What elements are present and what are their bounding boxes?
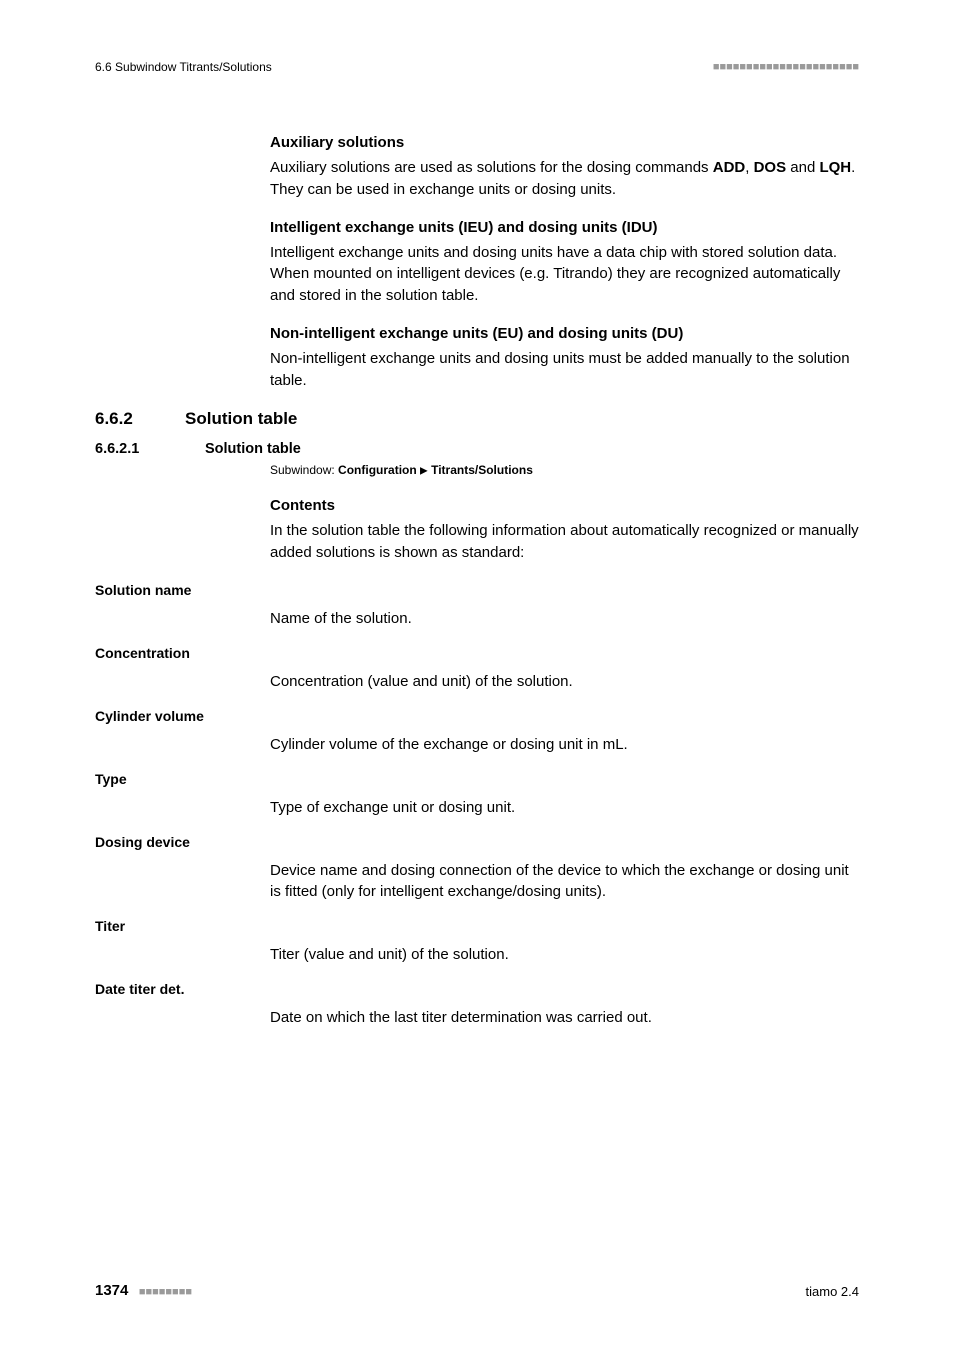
section-row: 6.6.2 Solution table (95, 409, 859, 429)
field-dosing-device: Dosing device Device name and dosing con… (95, 834, 859, 902)
field-type: Type Type of exchange unit or dosing uni… (95, 771, 859, 818)
field-desc-titer: Titer (value and unit) of the solution. (95, 944, 859, 965)
field-desc-dosing-device: Device name and dosing connection of the… (95, 860, 859, 902)
aux-cmd-add: ADD (713, 159, 746, 176)
field-label-dosing-device: Dosing device (95, 834, 859, 850)
field-cylinder-volume: Cylinder volume Cylinder volume of the e… (95, 708, 859, 755)
nonint-block: Non-intelligent exchange units (EU) and … (95, 325, 859, 392)
field-label-solution-name: Solution name (95, 582, 859, 598)
ieu-paragraph: Intelligent exchange units and dosing un… (270, 242, 859, 307)
field-label-concentration: Concentration (95, 645, 859, 661)
aux-paragraph: Auxiliary solutions are used as solution… (270, 157, 859, 201)
aux-sep2: and (786, 159, 819, 176)
field-label-date-titer: Date titer det. (95, 981, 859, 997)
aux-cmd-lqh: LQH (819, 159, 851, 176)
field-desc-date-titer: Date on which the last titer determinati… (95, 1007, 859, 1028)
field-desc-concentration: Concentration (value and unit) of the so… (95, 671, 859, 692)
contents-heading: Contents (270, 497, 859, 514)
page-container: 6.6 Subwindow Titrants/Solutions ■■■■■■■… (0, 0, 954, 1078)
aux-cmd-dos: DOS (754, 159, 787, 176)
aux-block: Auxiliary solutions Auxiliary solutions … (95, 134, 859, 201)
aux-heading: Auxiliary solutions (270, 134, 859, 151)
subsection-number: 6.6.2.1 (95, 441, 205, 457)
subwindow-path-2: Titrants/Solutions (431, 463, 533, 477)
contents-paragraph: In the solution table the following info… (270, 520, 859, 564)
field-desc-type: Type of exchange unit or dosing unit. (95, 797, 859, 818)
field-label-type: Type (95, 771, 859, 787)
subwindow-path: Subwindow: Configuration ▶ Titrants/Solu… (270, 463, 859, 477)
field-solution-name: Solution name Name of the solution. (95, 582, 859, 629)
header-decoration-dots: ■■■■■■■■■■■■■■■■■■■■■■ (713, 61, 859, 73)
footer-left: 1374 ■■■■■■■■ (95, 1282, 192, 1300)
subsection-title: Solution table (205, 441, 301, 457)
footer-decoration-dots: ■■■■■■■■ (139, 1286, 192, 1298)
page-footer: 1374 ■■■■■■■■ tiamo 2.4 (95, 1282, 859, 1300)
nonint-paragraph: Non-intelligent exchange units and dosin… (270, 348, 859, 392)
field-desc-cylinder-volume: Cylinder volume of the exchange or dosin… (95, 734, 859, 755)
ieu-heading: Intelligent exchange units (IEU) and dos… (270, 219, 859, 236)
field-titer: Titer Titer (value and unit) of the solu… (95, 918, 859, 965)
subsection-row: 6.6.2.1 Solution table (95, 441, 859, 457)
subwindow-block: Subwindow: Configuration ▶ Titrants/Solu… (95, 463, 859, 564)
subwindow-label: Subwindow: (270, 463, 338, 477)
header-section-path: 6.6 Subwindow Titrants/Solutions (95, 60, 272, 74)
subwindow-path-1: Configuration (338, 463, 417, 477)
page-number: 1374 (95, 1282, 128, 1299)
footer-product-version: tiamo 2.4 (806, 1284, 859, 1299)
field-desc-solution-name: Name of the solution. (95, 608, 859, 629)
field-concentration: Concentration Concentration (value and u… (95, 645, 859, 692)
aux-text-prefix: Auxiliary solutions are used as solution… (270, 159, 713, 176)
field-label-cylinder-volume: Cylinder volume (95, 708, 859, 724)
page-header: 6.6 Subwindow Titrants/Solutions ■■■■■■■… (95, 60, 859, 74)
section-title: Solution table (185, 409, 297, 429)
field-date-titer: Date titer det. Date on which the last t… (95, 981, 859, 1028)
aux-sep1: , (745, 159, 753, 176)
ieu-block: Intelligent exchange units (IEU) and dos… (95, 219, 859, 307)
section-number: 6.6.2 (95, 409, 185, 429)
breadcrumb-arrow-icon: ▶ (420, 466, 428, 477)
field-label-titer: Titer (95, 918, 859, 934)
nonint-heading: Non-intelligent exchange units (EU) and … (270, 325, 859, 342)
